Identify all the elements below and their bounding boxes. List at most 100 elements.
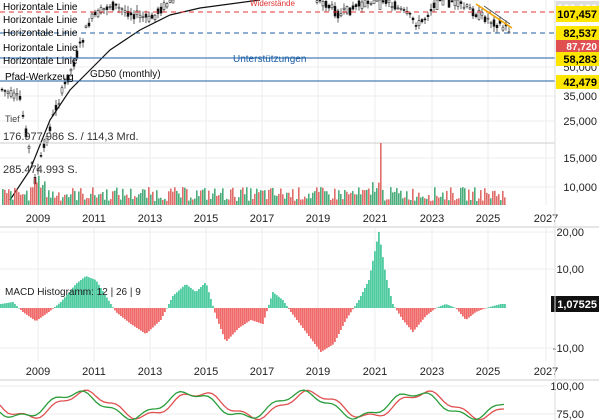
volume-bar — [412, 188, 414, 205]
volume-bar — [274, 195, 276, 205]
macd-bar — [382, 257, 384, 308]
macd-bar — [332, 308, 334, 345]
macd-bar — [438, 306, 440, 308]
macd-bar — [210, 299, 212, 308]
macd-bar — [52, 308, 54, 309]
volume-bar — [392, 192, 394, 205]
volume-bar — [190, 197, 192, 205]
volume-bar — [234, 196, 236, 205]
macd-bar — [370, 270, 372, 308]
candle-body — [453, 0, 457, 6]
candle-body — [0, 88, 4, 91]
candle-body — [489, 22, 493, 24]
macd-bar — [424, 308, 426, 318]
macd-bar — [6, 303, 8, 308]
macd-bar — [128, 308, 130, 323]
candle-body — [150, 14, 154, 19]
macd-bar — [140, 308, 142, 331]
macd-bar — [146, 308, 148, 334]
macd-bar — [348, 308, 350, 316]
annotation-label[interactable]: Horizontale Linie — [3, 43, 78, 54]
trend-path-line-2[interactable] — [483, 5, 511, 25]
macd-bar — [178, 290, 180, 308]
volume-bar — [480, 190, 482, 205]
macd-bar — [264, 308, 266, 318]
annotation-label[interactable]: Horizontale Linie — [3, 2, 78, 13]
volume-bar — [464, 188, 466, 205]
volume-bar — [130, 188, 132, 205]
macd-bar — [258, 308, 260, 323]
candle-body — [492, 19, 496, 27]
macd-tick-label: 20,00 — [556, 227, 584, 239]
macd-bar — [58, 303, 60, 308]
volume-bar — [466, 200, 468, 205]
macd-bar — [500, 304, 502, 308]
candle-body — [60, 87, 64, 94]
macd-bar — [24, 308, 26, 314]
macd-bar — [184, 284, 186, 308]
macd-bar — [124, 308, 126, 320]
annotation-label[interactable]: Horizontale Linie — [3, 28, 78, 39]
macd-bar — [246, 308, 248, 323]
macd-bar — [444, 304, 446, 308]
volume-bar — [230, 189, 232, 205]
volume-bar — [310, 198, 312, 205]
volume-bar — [224, 200, 226, 205]
annotation-label[interactable]: Pfad-Werkzeug — [5, 72, 74, 83]
macd-bar — [240, 308, 242, 327]
candle-body — [69, 69, 73, 72]
volume-bar — [184, 187, 186, 205]
volume-bar — [382, 189, 384, 205]
annotation-label[interactable]: Horizontale Linie — [3, 15, 78, 26]
macd-bar — [336, 308, 338, 338]
macd-bar — [108, 300, 110, 308]
macd-bar — [446, 304, 448, 308]
macd-bar — [98, 284, 100, 308]
macd-bar — [0, 304, 2, 308]
annotation-label[interactable]: Horizontale Linie — [3, 56, 78, 67]
volume-bar — [410, 200, 412, 205]
macd-bar — [162, 308, 164, 316]
macd-bar — [110, 304, 112, 308]
macd-bar — [434, 308, 436, 309]
candle-body — [402, 9, 406, 11]
volume-bar — [448, 200, 450, 205]
volume-bar — [258, 192, 260, 205]
volume-bar — [262, 190, 264, 205]
volume-bar — [254, 193, 256, 205]
macd-bar — [230, 308, 232, 337]
candle-body — [336, 10, 340, 19]
macd-value-tag — [551, 296, 599, 312]
volume-bar — [120, 199, 122, 205]
macd-bar — [196, 291, 198, 308]
volume-bar — [112, 191, 114, 205]
macd-bar — [494, 305, 496, 308]
macd-bar — [498, 304, 500, 308]
volume-bar — [240, 189, 242, 205]
macd-bar — [102, 291, 104, 308]
macd-bar — [440, 306, 442, 308]
volume-bar — [430, 200, 432, 205]
trend-path-line[interactable] — [475, 3, 513, 29]
macd-bar — [300, 308, 302, 326]
volume-bar — [138, 194, 140, 205]
volume-bar — [408, 199, 410, 205]
price-tag-text: 87,720 — [566, 42, 597, 53]
x-tick-label: 2015 — [194, 213, 218, 225]
volume-bar — [122, 188, 124, 205]
osc-grid — [0, 385, 555, 415]
volume-bar — [422, 196, 424, 205]
candle-body — [411, 17, 415, 21]
macd-bar — [364, 288, 366, 308]
macd-bar — [310, 308, 312, 339]
candle-body — [144, 13, 148, 18]
macd-bar — [86, 276, 88, 308]
macd-tick-label: -10,00 — [553, 343, 584, 355]
volume-bar — [164, 198, 166, 205]
macd-bar — [62, 299, 64, 308]
macd-bar — [134, 308, 136, 327]
macd-bar — [144, 308, 146, 334]
candle-body — [141, 16, 145, 19]
volume-bar — [252, 198, 254, 205]
